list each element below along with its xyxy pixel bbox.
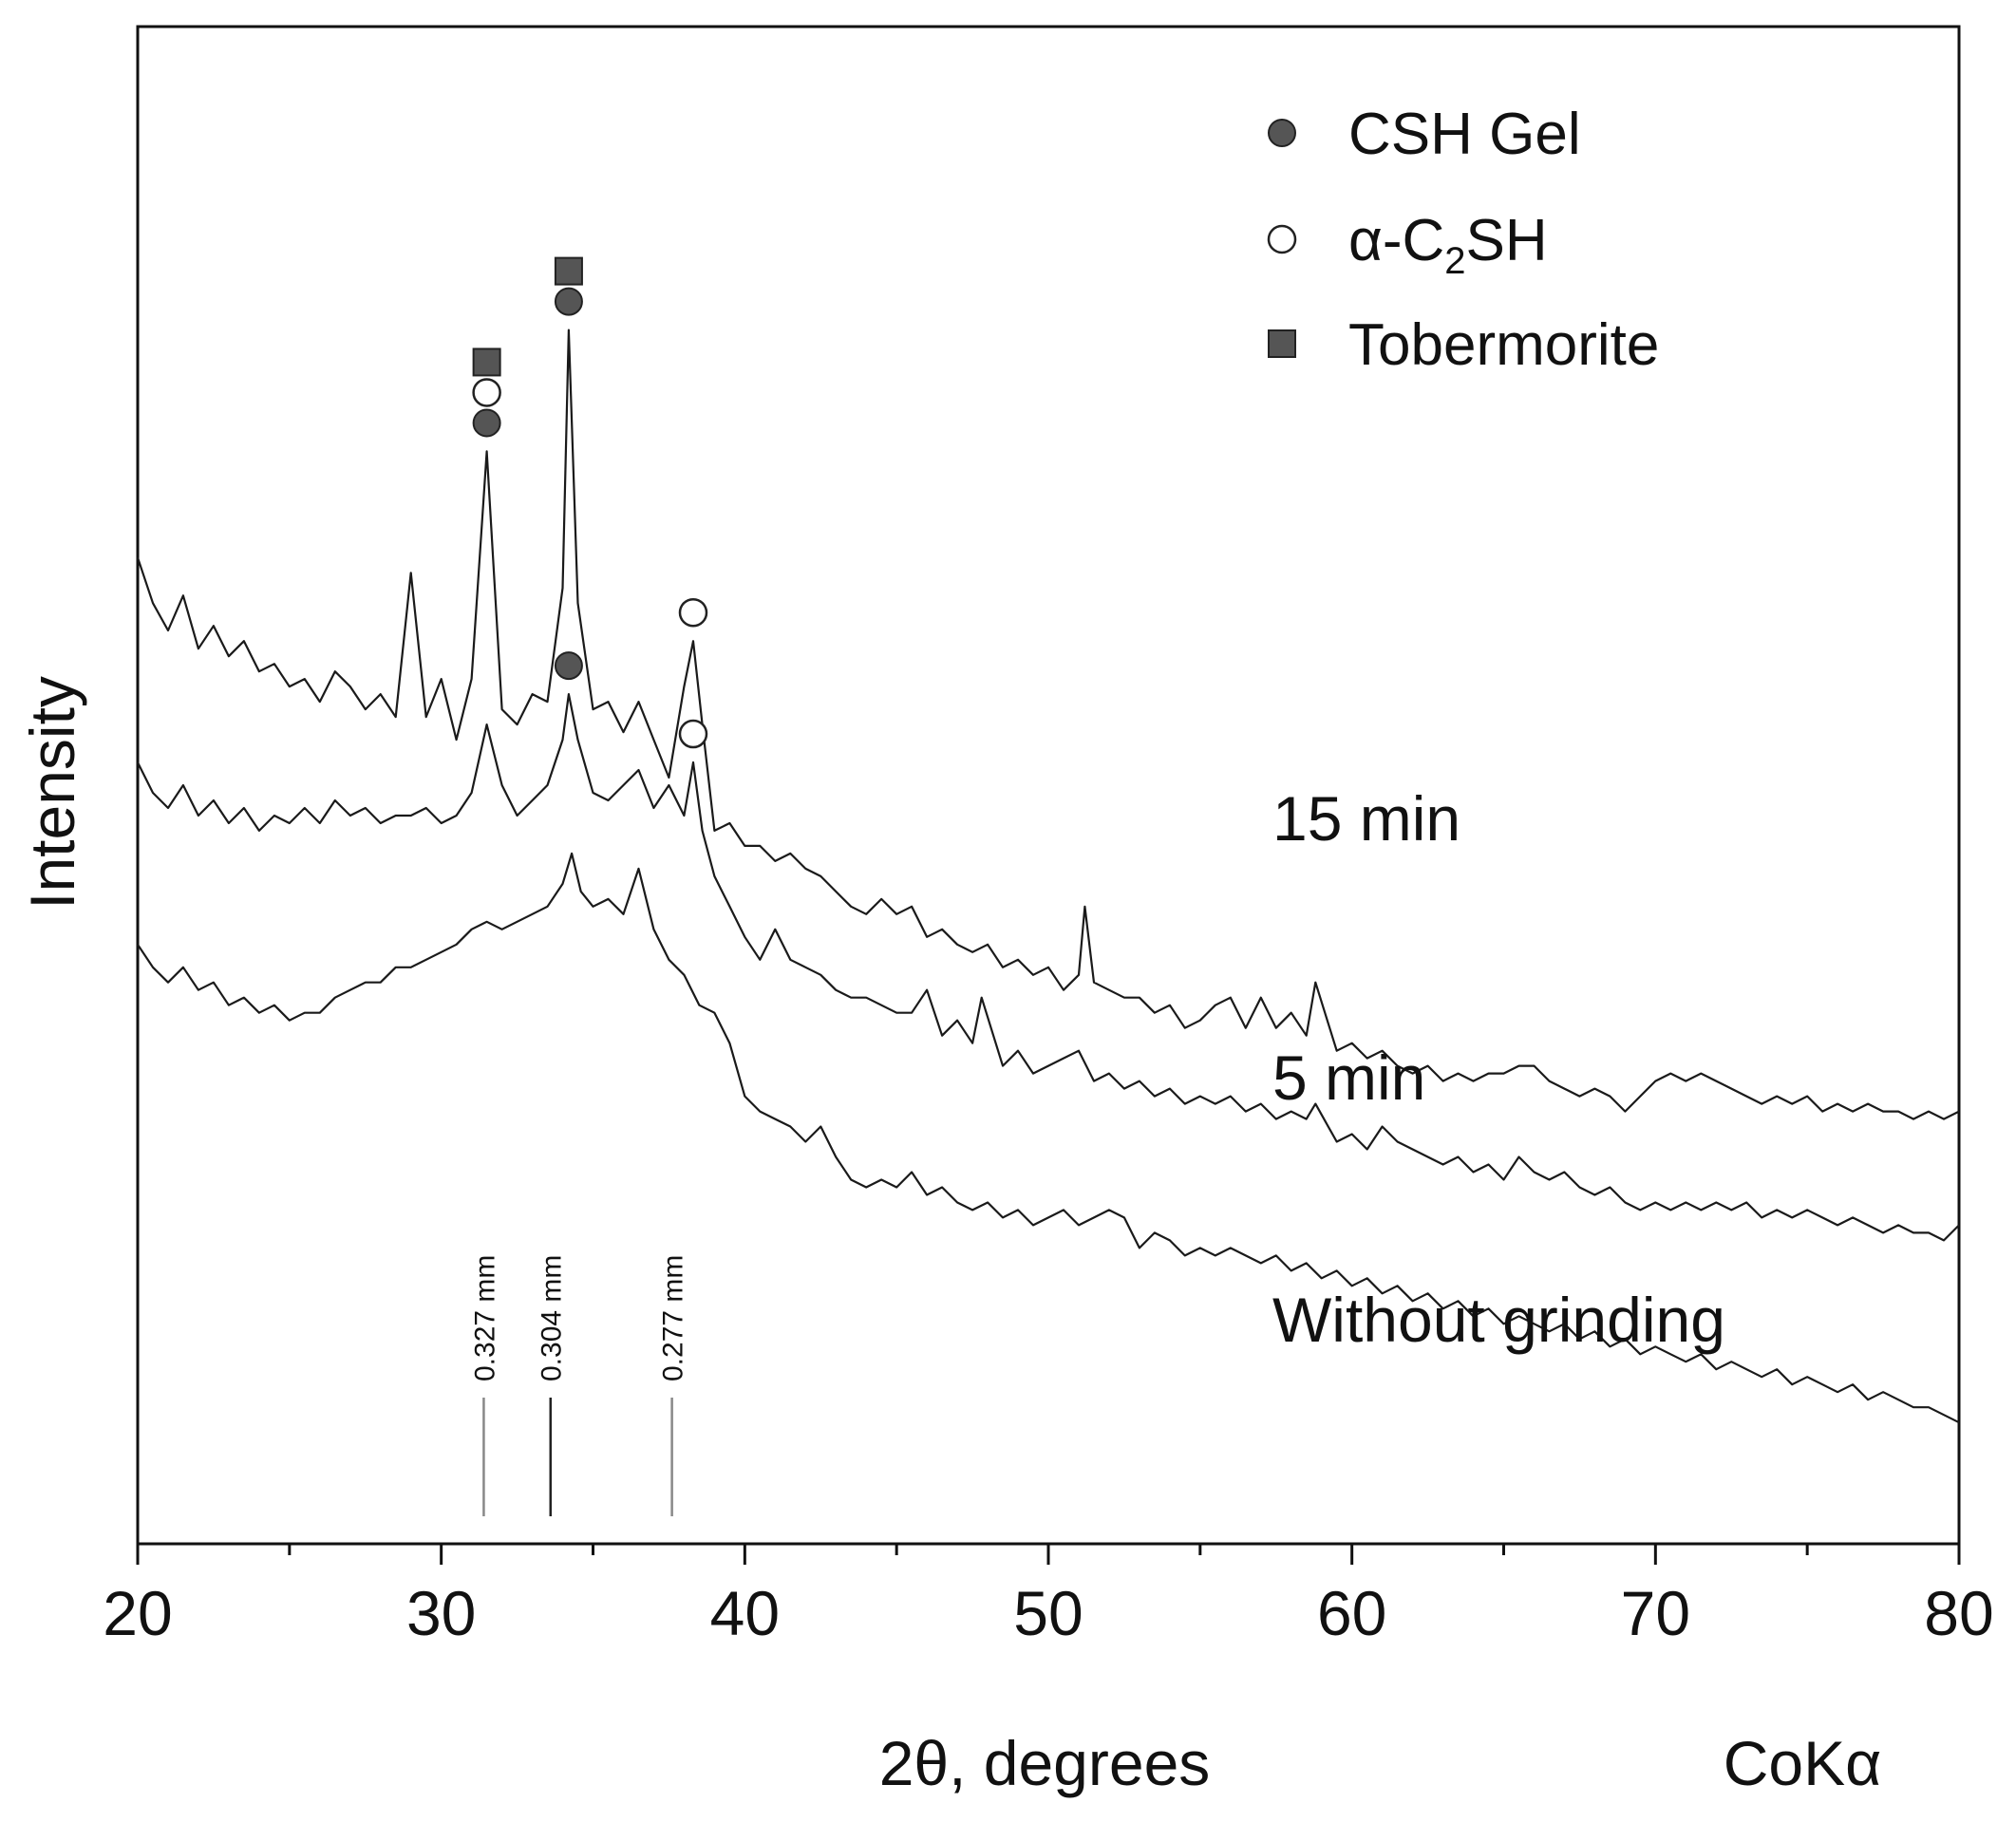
x-tick-label: 80: [1924, 1578, 1993, 1648]
series-labels: 15 min 5 min Without grinding: [1272, 783, 1725, 1355]
tobermorite-marker: [554, 256, 583, 286]
x-axis-tick-labels: 20 30 40 50 60 70 80: [103, 1578, 1993, 1648]
csh-gel-marker: [554, 287, 583, 316]
tobermorite-marker: [472, 347, 501, 377]
legend-label: α-C2SH: [1348, 208, 1548, 282]
d-spacing-label: 0.277 mm: [658, 1255, 689, 1381]
legend-marker: [1268, 119, 1296, 147]
x-tick-label: 70: [1621, 1578, 1690, 1648]
y-axis-title: Intensity: [17, 676, 87, 910]
x-axis-ticks: [136, 1544, 1961, 1565]
legend-item: Tobermorite: [1268, 312, 1659, 378]
xrd-traces: [136, 329, 1960, 1424]
series-line: [137, 693, 1960, 1242]
csh-gel-marker: [554, 651, 583, 681]
alpha-c2sh-marker: [678, 719, 708, 749]
x-axis-title: 2θ, degrees: [879, 1728, 1211, 1798]
legend-marker: [1267, 224, 1297, 254]
d-spacing-label: 0.327 mm: [469, 1255, 500, 1381]
x-tick-label: 60: [1317, 1578, 1386, 1648]
legend-label: Tobermorite: [1348, 312, 1659, 378]
legend-label: CSH Gel: [1348, 102, 1581, 167]
legend: CSH Gel α-C2SH Tobermorite: [1267, 102, 1659, 378]
alpha-c2sh-marker: [678, 597, 708, 628]
x-tick-label: 40: [710, 1578, 780, 1648]
x-tick-label: 20: [103, 1578, 172, 1648]
series-line: [136, 329, 1960, 1120]
x-tick-label: 50: [1013, 1578, 1083, 1648]
legend-item: α-C2SH: [1267, 208, 1548, 282]
series-label: 15 min: [1272, 783, 1460, 854]
d-spacing-label: 0.304 mm: [537, 1255, 568, 1381]
radiation-label: CoKα: [1724, 1728, 1882, 1798]
x-tick-label: 30: [406, 1578, 476, 1648]
csh-gel-marker: [472, 408, 501, 438]
d-spacing-lines: 0.327 mm 0.304 mm 0.277 mm: [469, 1255, 689, 1516]
peak-markers: [472, 256, 708, 749]
series-label: Without grinding: [1272, 1285, 1725, 1355]
series-label: 5 min: [1272, 1042, 1425, 1113]
legend-marker: [1268, 329, 1296, 358]
alpha-c2sh-marker: [472, 378, 501, 407]
series-line: [137, 852, 1960, 1424]
legend-item: CSH Gel: [1268, 102, 1581, 167]
